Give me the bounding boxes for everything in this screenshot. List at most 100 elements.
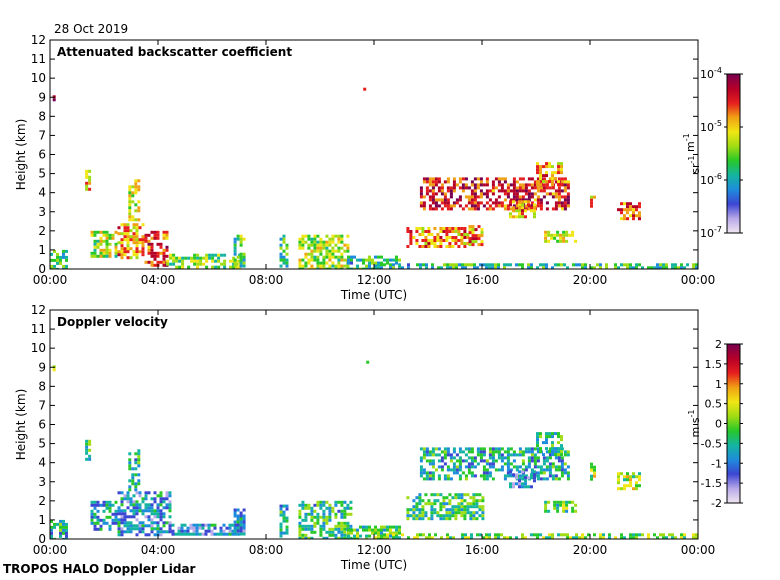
heatmap-cell — [662, 536, 665, 539]
heatmap-cell — [422, 450, 426, 454]
heatmap-cell — [141, 500, 145, 504]
heatmap-cell — [506, 450, 510, 454]
heatmap-cell — [506, 459, 510, 463]
heatmap-cell — [452, 456, 456, 460]
heatmap-cell — [214, 265, 218, 269]
heatmap-cell — [500, 456, 504, 460]
heatmap-cell — [530, 453, 534, 457]
heatmap-cell — [461, 533, 464, 537]
heatmap-cell — [665, 263, 668, 267]
heatmap-cell — [153, 533, 157, 537]
heatmap-cell — [431, 447, 435, 451]
heatmap-cell — [282, 504, 286, 508]
heatmap-cell — [434, 204, 438, 208]
heatmap-cell — [150, 230, 154, 234]
heatmap-cell — [128, 200, 132, 204]
heatmap-cell — [521, 477, 525, 481]
heatmap-cell — [285, 246, 289, 250]
heatmap-cell — [568, 233, 572, 237]
heatmap-cell — [313, 503, 317, 507]
heatmap-cell — [132, 494, 136, 498]
heatmap-cell — [427, 227, 431, 230]
heatmap-cell — [527, 192, 531, 196]
heatmap-cell — [316, 521, 320, 525]
heatmap-cell — [138, 238, 142, 242]
heatmap-cell — [162, 230, 166, 234]
heatmap-feature — [617, 202, 641, 221]
heatmap-cell — [126, 238, 130, 242]
heatmap-cell — [515, 204, 519, 208]
heatmap-cell — [62, 531, 65, 535]
heatmap-cell — [626, 478, 629, 482]
heatmap-cell — [491, 180, 495, 184]
heatmap-cell — [554, 456, 558, 460]
heatmap-cell — [172, 259, 176, 263]
heatmap-cell — [458, 450, 462, 454]
heatmap-cell — [533, 447, 537, 451]
heatmap-cell — [455, 471, 459, 475]
heatmap-cell — [415, 517, 419, 521]
heatmap-cell — [439, 493, 443, 497]
heatmap-cell — [279, 264, 283, 268]
heatmap-cell — [539, 450, 542, 454]
heatmap-cell — [647, 533, 650, 537]
heatmap-cell — [162, 263, 166, 267]
heatmap-cell — [557, 477, 561, 481]
heatmap-cell — [395, 531, 398, 535]
heatmap-cell — [313, 509, 317, 513]
heatmap-cell — [476, 207, 480, 211]
heatmap-cell — [85, 451, 89, 455]
heatmap-cell — [93, 506, 97, 510]
heatmap-cell — [325, 246, 329, 250]
heatmap-cell — [587, 533, 590, 537]
heatmap-cell — [129, 521, 133, 525]
heatmap-cell — [421, 505, 425, 509]
heatmap-cell — [521, 485, 524, 489]
heatmap-feature — [52, 365, 56, 372]
heatmap-cell — [458, 474, 462, 478]
heatmap-cell — [533, 209, 536, 213]
heatmap-cell — [434, 447, 438, 451]
heatmap-cell — [590, 201, 593, 205]
heatmap-cell — [427, 239, 431, 242]
heatmap-cell — [454, 227, 458, 230]
heatmap-cell — [108, 233, 112, 237]
heatmap-cell — [365, 528, 368, 532]
heatmap-cell — [430, 239, 434, 242]
heatmap-cell — [129, 235, 133, 239]
heatmap-cell — [434, 192, 438, 196]
heatmap-cell — [626, 475, 629, 479]
heatmap-cell — [671, 533, 674, 537]
heatmap-cell — [419, 474, 423, 478]
heatmap-cell — [443, 198, 447, 202]
heatmap-cell — [479, 474, 483, 478]
heatmap-cell — [398, 263, 401, 267]
heatmap-cell — [442, 505, 446, 509]
heatmap-cell — [562, 233, 566, 237]
heatmap-cell — [638, 263, 641, 267]
heatmap-cell — [509, 482, 512, 486]
heatmap-cell — [171, 532, 175, 536]
heatmap-cell — [325, 240, 329, 244]
heatmap-cell — [536, 432, 539, 436]
heatmap-cell — [147, 506, 151, 510]
heatmap-feature — [544, 500, 578, 513]
heatmap-cell — [349, 512, 353, 516]
heatmap-cell — [88, 439, 92, 443]
heatmap-cell — [153, 491, 157, 495]
heatmap-cell — [593, 474, 596, 478]
heatmap-cell — [445, 230, 449, 233]
heatmap-cell — [608, 536, 611, 539]
heatmap-cell — [144, 533, 148, 537]
heatmap-cell — [328, 249, 332, 253]
heatmap-cell — [380, 537, 383, 539]
heatmap-cell — [574, 509, 578, 513]
heatmap-cell — [162, 233, 166, 237]
heatmap-cell — [530, 204, 534, 208]
heatmap-cell — [569, 536, 572, 539]
heatmap-cell — [473, 192, 477, 196]
heatmap-cell — [169, 256, 173, 260]
heatmap-cell — [239, 517, 243, 521]
heatmap-cell — [557, 186, 561, 190]
heatmap-cell — [328, 503, 332, 507]
